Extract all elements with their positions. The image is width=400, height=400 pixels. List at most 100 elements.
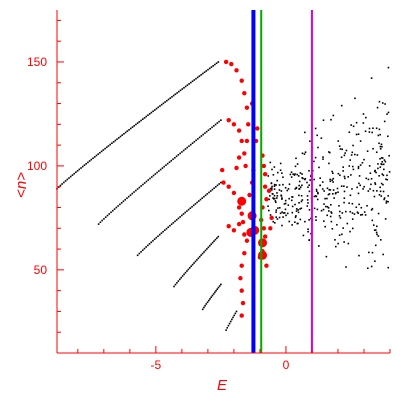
- curve-point: [226, 327, 229, 329]
- cloud-point: [269, 161, 272, 164]
- curve-point: [113, 208, 116, 210]
- curve-point: [157, 106, 160, 109]
- curve-point: [192, 204, 195, 207]
- cloud-point: [291, 224, 293, 226]
- cloud-point: [364, 130, 367, 133]
- cloud-point: [323, 220, 325, 222]
- curve-point: [119, 203, 121, 206]
- curve-point: [213, 125, 215, 127]
- cloud-point: [281, 224, 283, 227]
- curve-point: [122, 200, 125, 203]
- cloud-point: [299, 208, 301, 210]
- curve-point: [87, 161, 89, 164]
- cloud-point: [276, 218, 279, 220]
- cloud-point: [290, 171, 293, 173]
- curve-point: [97, 223, 100, 225]
- curve-point: [61, 183, 63, 185]
- curve-point: [123, 132, 125, 135]
- curve-point: [206, 193, 209, 195]
- cloud-point: [272, 220, 275, 223]
- curve-point: [225, 329, 227, 331]
- curve-point: [180, 276, 183, 279]
- curve-point: [228, 322, 231, 325]
- curve-point: [59, 184, 62, 187]
- cloud-point: [328, 151, 330, 153]
- curve-point: [183, 273, 185, 276]
- cloud-point: [339, 217, 342, 219]
- cloud-point: [290, 176, 293, 178]
- cloud-point: [300, 200, 303, 203]
- cloud-point: [282, 176, 284, 179]
- curve-point: [99, 221, 102, 224]
- curve-point: [197, 138, 199, 140]
- cloud-point: [386, 113, 388, 115]
- curve-point: [202, 72, 204, 75]
- cloud-point: [282, 216, 284, 218]
- cloud-point: [275, 197, 278, 199]
- cloud-point: [313, 160, 315, 163]
- cloud-point: [331, 170, 333, 173]
- curve-point: [92, 157, 94, 160]
- curve-point: [68, 177, 70, 179]
- cloud-point: [330, 204, 332, 206]
- curve-point: [153, 238, 156, 241]
- cloud-point: [383, 198, 385, 201]
- cloud-point: [356, 154, 359, 156]
- curve-point: [166, 162, 169, 165]
- curve-point: [164, 101, 166, 103]
- cloud-point: [375, 151, 378, 154]
- curve-point: [191, 205, 193, 208]
- cloud-point: [301, 184, 303, 187]
- cloud-point: [294, 216, 297, 219]
- curve-point: [95, 154, 98, 157]
- cloud-point: [269, 187, 272, 190]
- cloud-point: [308, 239, 311, 241]
- curve-point: [172, 94, 175, 97]
- curve-point: [75, 171, 77, 174]
- cloud-point: [269, 195, 271, 197]
- cloud-point: [370, 265, 373, 268]
- cloud-point: [341, 148, 344, 151]
- curve-point: [203, 306, 205, 309]
- curve-point: [129, 194, 132, 196]
- cloud-point: [326, 187, 329, 190]
- curve-point: [83, 164, 86, 166]
- cloud-point: [301, 177, 303, 179]
- cloud-point: [319, 184, 322, 187]
- cloud-point: [276, 179, 279, 182]
- curve-point: [165, 164, 167, 166]
- curve-point: [136, 188, 139, 190]
- curve-point: [155, 236, 158, 239]
- red-point: [244, 105, 250, 110]
- red-point: [226, 184, 231, 189]
- cloud-point: [273, 185, 276, 188]
- cloud-point: [322, 208, 325, 211]
- cloud-point: [383, 197, 386, 199]
- curve-point: [141, 118, 144, 120]
- red-point: [242, 90, 247, 96]
- curve-point: [128, 128, 130, 131]
- curve-point: [124, 198, 127, 201]
- cloud-point: [341, 212, 344, 214]
- curve-point: [163, 165, 165, 168]
- red-point: [240, 300, 246, 306]
- cloud-point: [317, 191, 319, 194]
- curve-point: [135, 189, 137, 192]
- curve-point: [161, 167, 164, 169]
- cloud-point: [380, 157, 383, 159]
- cloud-point: [343, 185, 345, 187]
- plot-area: [56, 59, 391, 331]
- cloud-point: [308, 209, 311, 211]
- cloud-point: [379, 239, 382, 241]
- y-tick-label: 100: [27, 159, 47, 173]
- cloud-point: [328, 210, 330, 212]
- cloud-point: [282, 212, 285, 214]
- curve-point: [212, 65, 214, 67]
- cloud-point: [309, 140, 311, 143]
- cloud-point: [299, 218, 302, 221]
- curve-point: [202, 133, 204, 136]
- cloud-point: [363, 158, 365, 161]
- cloud-point: [354, 97, 356, 100]
- cloud-point: [379, 186, 381, 189]
- cloud-point: [385, 202, 388, 204]
